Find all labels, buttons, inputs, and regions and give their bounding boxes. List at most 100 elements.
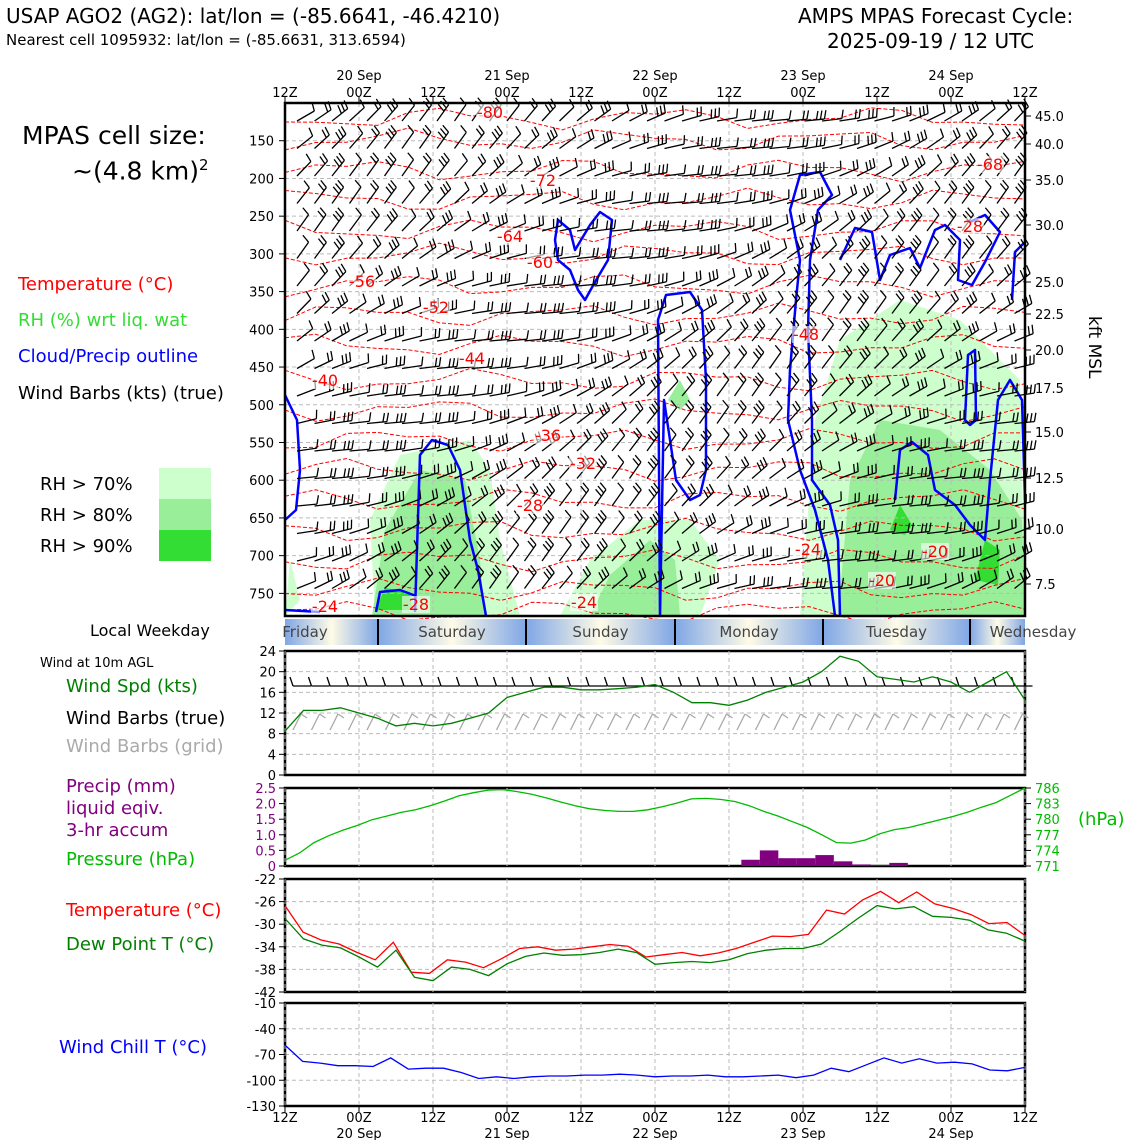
wind-barb-staff [681,144,702,150]
wind-barb-staff [506,390,527,397]
wind-barb-flag [368,440,372,450]
wind-barb-flag [391,569,397,579]
wind-barb-flag [811,372,818,381]
wind-barb-flag [1016,412,1019,422]
wind-barb-flag [974,352,978,362]
wind-barb-flag [601,569,607,578]
wind-barb-flag [524,407,527,417]
wind-barb [576,275,600,287]
wind-barb-staff [524,282,545,287]
wind-barb-flag [858,550,862,560]
wind-barb-flag [912,186,919,196]
wind-barb-flag [973,495,976,505]
wind-barb [593,482,607,507]
wind-barb [839,550,862,562]
wind-barb [979,322,998,342]
wind-barb [401,97,416,122]
wind-barb-flag [497,216,501,226]
wind-barb-flag [493,159,499,169]
wind-barb-flag [920,131,924,141]
wind-barb-staff [453,131,467,149]
wind-barb [664,540,682,562]
wind-barb-flag [602,404,608,414]
wind-barb [943,180,958,204]
wind-barb-flag [732,267,736,277]
wind-barb [296,320,314,342]
wind-barb-flag [940,348,945,358]
wind-barb [804,430,822,452]
wind-barb-flag [875,108,878,118]
wind-barb-true-flag [881,676,886,687]
wind-barb-flag [718,165,722,175]
wind-barb [576,159,597,177]
wind-barb-true-flag [733,676,738,687]
wind-barb-flag [652,454,660,463]
wind-barb-flag [487,302,490,312]
wind-barb-flag [710,319,716,329]
wind-barb [384,515,404,535]
wind-barb [681,164,704,177]
wind-barb [314,439,337,452]
wind-barb-flag [368,493,371,503]
wind-barb-grid-staff [532,713,543,731]
wind-barb-flag [443,152,450,161]
wind-barb [733,345,748,369]
wind-barb-staff [524,223,544,232]
wind-barb-flag [634,454,642,463]
wind-barb-flag [596,218,599,228]
wind-barb-staff [349,301,367,315]
wind-barb-staff [506,252,527,260]
wind-barb [594,100,612,122]
wind-barb-flag [618,510,625,519]
wind-barb [979,519,1000,535]
wind-barb-staff [734,300,751,314]
kft-tick-label: 30.0 [1035,219,1064,234]
wind-barb [786,372,800,397]
wind-barb-staff [839,142,860,150]
wind-barb-flag [609,219,613,230]
wind-barb-flag [911,522,915,532]
wind-barb-true-flag [492,676,498,687]
wind-barb [891,130,911,150]
wind-barb-flag [904,407,908,417]
wind-barb-flag [419,489,422,499]
wind-barb-flag [996,544,999,554]
wind-barb-flag [543,274,547,284]
wind-barb-staff [401,216,417,232]
wind-barb-flag [767,165,770,175]
wind-barb-staff [979,502,1000,507]
wind-barb [314,153,329,177]
wind-barb-staff [594,384,612,397]
wind-barb-flag [854,522,858,532]
wind-barb [541,329,564,342]
wind-barb-flag [657,539,663,549]
wind-barb [909,574,930,590]
wind-barb [454,486,472,507]
wind-barb-staff [926,327,943,342]
wind-barb-flag [385,131,393,140]
wind-barb [313,207,327,232]
pressure-ytick-label: 786 [1035,782,1060,797]
wind-barb-flag [810,290,818,299]
wind-barb-flag [724,455,731,465]
wind-barb-staff [629,408,644,424]
wind-barb-flag [528,513,535,522]
wind-barb [699,218,721,232]
wind-barb-flag [582,482,590,491]
wind-barb-flag [806,110,810,120]
wind-barb [401,124,415,149]
wind-barb-flag [813,189,817,199]
wind-barb-flag [426,211,432,221]
wind-barb-flag [442,517,448,527]
wind-barb-flag [642,325,645,335]
wind-barb-staff [296,214,310,232]
wind-barb [944,379,964,397]
wind-barb [384,465,406,480]
wind-barb-staff [349,132,364,149]
wind-barb-flag [499,245,502,255]
wind-barb-flag [814,492,817,502]
wind-barb-staff [559,387,579,397]
wind-barb [419,209,435,232]
wind-barb-flag [342,324,347,334]
wind-barb-flag [632,485,640,494]
